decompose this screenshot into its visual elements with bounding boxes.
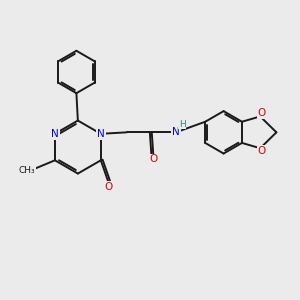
Text: O: O	[149, 154, 157, 164]
Text: O: O	[258, 146, 266, 156]
Text: N: N	[51, 129, 59, 139]
Text: N: N	[97, 129, 105, 139]
Text: CH₃: CH₃	[19, 166, 35, 175]
Text: N: N	[172, 127, 180, 137]
Text: O: O	[104, 182, 112, 192]
Text: O: O	[258, 109, 266, 118]
Text: H: H	[179, 120, 186, 129]
